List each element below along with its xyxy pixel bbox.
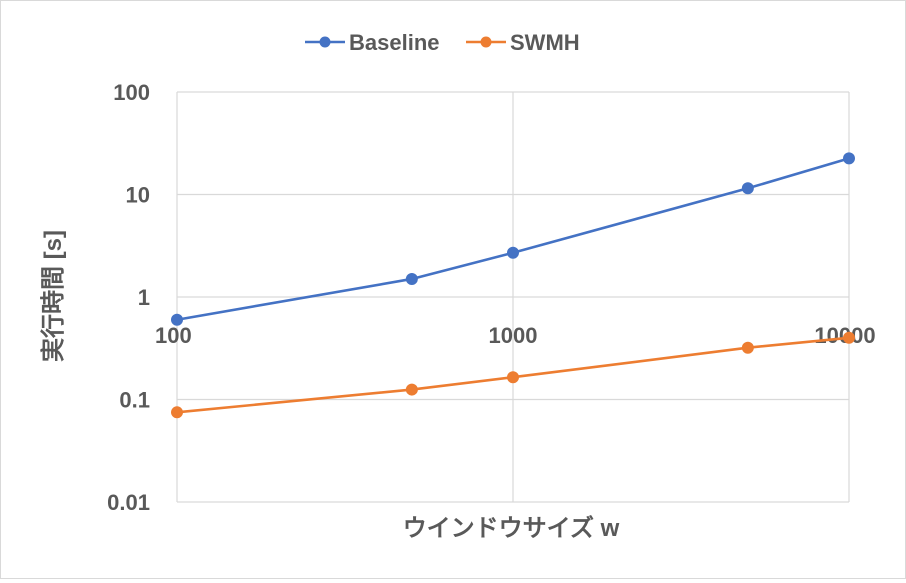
data-point-baseline	[741, 182, 754, 195]
legend-label: Baseline	[349, 30, 440, 55]
y-tick-label: 100	[113, 80, 150, 105]
y-tick-label: 0.1	[119, 388, 150, 413]
legend-label: SWMH	[510, 30, 580, 55]
y-tick-label: 0.01	[107, 490, 150, 515]
x-axis-title: ウインドウサイズ w	[403, 514, 620, 542]
data-point-swmh	[171, 406, 183, 419]
legend-marker-swatch	[480, 36, 492, 48]
data-point-swmh	[405, 383, 418, 396]
legend[interactable]: Baseline SWMH	[305, 30, 580, 55]
y-tick-label: 10	[126, 183, 150, 208]
y-axis-title: 実行時間 [s]	[39, 230, 67, 362]
data-point-swmh	[843, 331, 855, 344]
data-point-baseline	[171, 313, 183, 326]
legend-marker-swatch	[319, 36, 331, 48]
data-point-swmh	[507, 371, 519, 384]
legend-item-baseline[interactable]: Baseline	[305, 30, 440, 55]
gridlines	[176, 91, 850, 503]
y-tick-labels: 0.01 0.1 1 10 100	[107, 80, 150, 515]
x-tick-labels: 100100010000	[155, 323, 876, 348]
series-group	[171, 152, 855, 419]
y-tick-label: 1	[138, 285, 150, 310]
x-tick-label: 100	[155, 323, 192, 348]
legend-item-swmh[interactable]: SWMH	[466, 30, 580, 55]
data-point-swmh	[741, 341, 754, 354]
x-tick-label: 1000	[489, 323, 538, 348]
data-point-baseline	[843, 152, 855, 165]
data-point-baseline	[405, 272, 418, 285]
data-point-baseline	[507, 246, 519, 259]
